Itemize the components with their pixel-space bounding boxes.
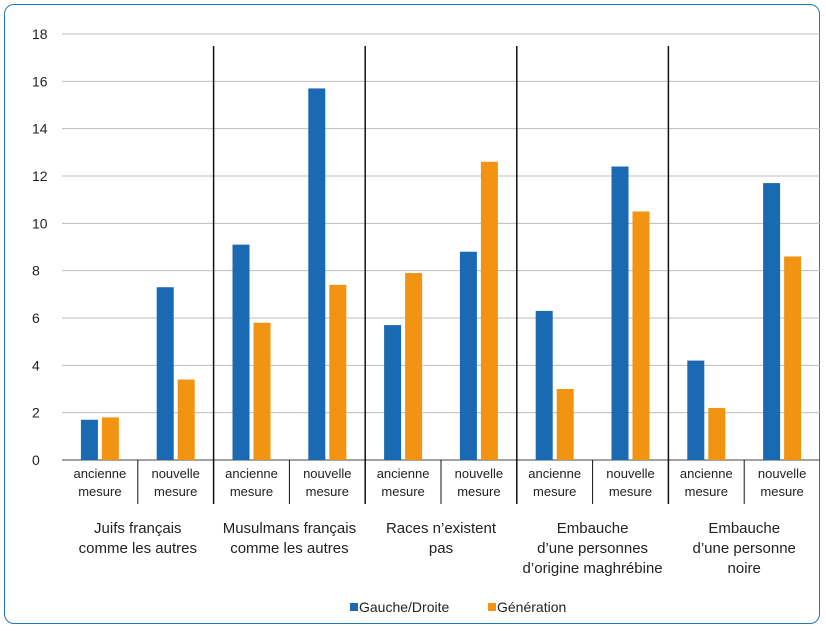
bar-gauche-droite	[535, 310, 553, 460]
group-label: Embauche	[708, 520, 780, 537]
subcategory-label: nouvelle	[455, 466, 503, 481]
y-tick-label: 18	[32, 26, 48, 42]
subcategory-label: mesure	[457, 484, 500, 499]
bar-g-n-ration	[101, 417, 119, 460]
group-label: d’origine maghrébine	[523, 560, 663, 577]
subcategory-label: mesure	[306, 484, 349, 499]
subcategory-label: nouvelle	[758, 466, 806, 481]
subcategory-label: mesure	[78, 484, 121, 499]
bar-g-n-ration	[405, 273, 423, 460]
legend-swatch	[350, 603, 358, 611]
bar-g-n-ration	[480, 161, 498, 461]
subcategory-label: mesure	[760, 484, 803, 499]
group-label: Races n’existent	[386, 520, 497, 537]
subcategory-label: ancienne	[680, 466, 733, 481]
subcategory-label: ancienne	[377, 466, 430, 481]
y-tick-label: 12	[32, 168, 48, 184]
subcategory-label: mesure	[154, 484, 197, 499]
bar-gauche-droite	[384, 325, 402, 460]
bars	[80, 88, 802, 461]
group-label: d’une personne	[692, 540, 795, 557]
grid-lines	[62, 33, 820, 461]
bar-gauche-droite	[687, 360, 705, 460]
group-label: d’une personnes	[537, 540, 648, 557]
bar-g-n-ration	[708, 407, 726, 460]
group-label: comme les autres	[230, 540, 348, 557]
legend: Gauche/Droite Génération	[350, 599, 566, 615]
subcategory-label: mesure	[381, 484, 424, 499]
bar-gauche-droite	[459, 251, 477, 460]
y-tick-label: 4	[32, 357, 40, 373]
subcategory-label: mesure	[609, 484, 652, 499]
subcategory-label: nouvelle	[606, 466, 654, 481]
bar-gauche-droite	[232, 244, 250, 460]
y-tick-label: 6	[32, 310, 40, 326]
group-label: comme les autres	[79, 540, 197, 557]
legend-label: Gauche/Droite	[359, 599, 449, 615]
bar-g-n-ration	[253, 322, 271, 460]
legend-label: Génération	[497, 599, 566, 615]
y-tick-label: 10	[32, 215, 48, 231]
bar-gauche-droite	[763, 183, 781, 460]
bar-gauche-droite	[611, 166, 629, 461]
group-label: noire	[728, 560, 761, 577]
y-tick-label: 2	[32, 405, 40, 421]
group-label: pas	[429, 540, 453, 557]
bar-g-n-ration	[177, 379, 195, 460]
subcategory-label: ancienne	[528, 466, 581, 481]
bar-g-n-ration	[329, 284, 347, 460]
group-label: Musulmans français	[223, 520, 356, 537]
bar-gauche-droite	[156, 287, 174, 460]
bar-gauche-droite	[308, 88, 326, 460]
group-label: Embauche	[557, 520, 629, 537]
y-tick-label: 14	[32, 121, 48, 137]
bar-g-n-ration	[556, 389, 574, 460]
group-label: Juifs français	[94, 520, 182, 537]
y-tick-label: 8	[32, 263, 40, 279]
subcategory-label: mesure	[230, 484, 273, 499]
group-separators	[137, 46, 745, 504]
legend-swatch	[488, 603, 496, 611]
bar-gauche-droite	[80, 419, 98, 460]
bar-g-n-ration	[632, 211, 650, 460]
bar-g-n-ration	[784, 256, 802, 460]
subcategory-label: mesure	[533, 484, 576, 499]
subcategory-label: mesure	[685, 484, 728, 499]
labels: 0 2 4 6 8 10 12 14 16 18 ancienne mesure nouvelle mes…	[32, 26, 806, 577]
y-tick-label: 0	[32, 452, 40, 468]
subcategory-label: ancienne	[225, 466, 278, 481]
subcategory-label: nouvelle	[303, 466, 351, 481]
subcategory-label: ancienne	[74, 466, 127, 481]
subcategory-label: nouvelle	[151, 466, 199, 481]
y-tick-label: 16	[32, 73, 48, 89]
